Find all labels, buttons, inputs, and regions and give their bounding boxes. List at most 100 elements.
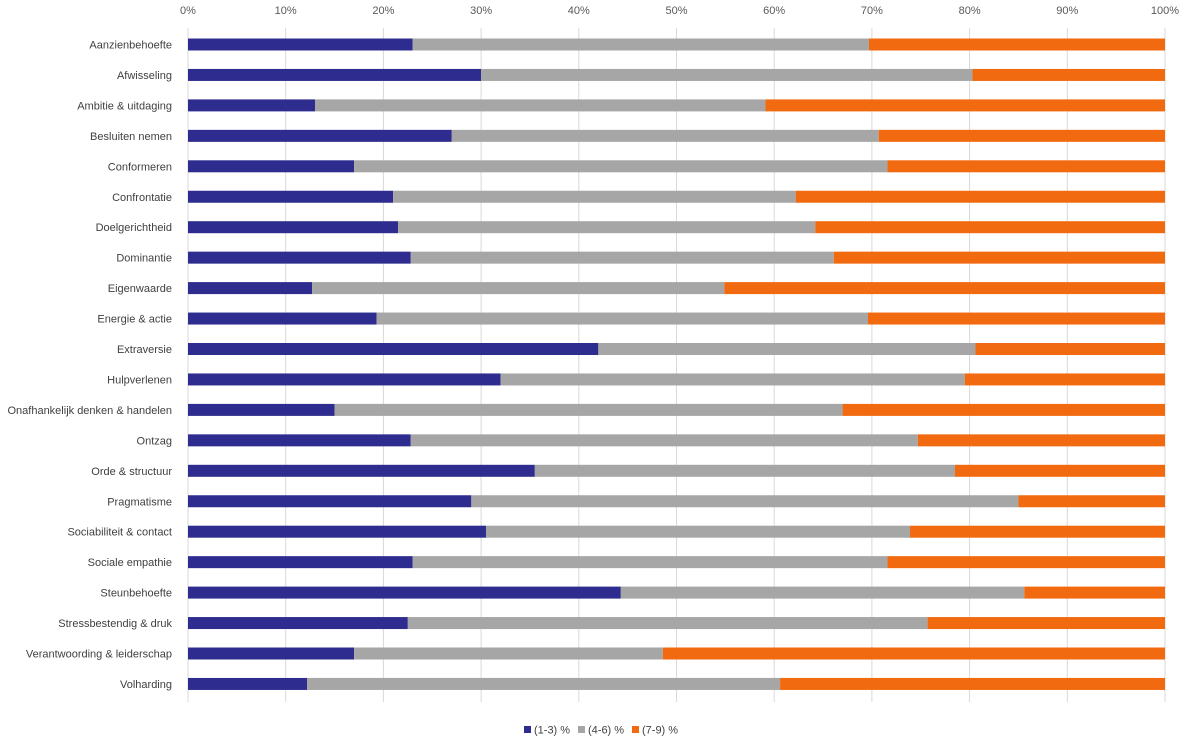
bar-segment-series-1 (188, 464, 535, 477)
category-label: Dominantie (116, 253, 172, 265)
legend-swatch (524, 726, 531, 733)
bar-segment-series-1 (188, 434, 411, 447)
bar-segment-series-2 (412, 556, 888, 569)
bar-segment-series-3 (662, 647, 1165, 660)
bar-segment-series-3 (765, 99, 1165, 112)
category-labels: Aanzienbehoefte Afwisseling Ambitie & uitd… (7, 40, 172, 691)
bar-segment-series-1 (188, 617, 408, 630)
legend-label: (4-6) % (588, 725, 624, 737)
x-tick-label: 20% (372, 5, 394, 17)
bar-segment-series-2 (376, 312, 868, 325)
category-label: Volharding (120, 679, 172, 691)
bar-segment-series-2 (398, 221, 816, 234)
legend-swatch (632, 726, 639, 733)
category-label: Sociabiliteit & contact (67, 527, 172, 539)
category-label: Eigenwaarde (108, 283, 172, 295)
x-tick-label: 70% (861, 5, 883, 17)
bar-segment-series-1 (188, 38, 413, 51)
category-label: Afwisseling (117, 70, 172, 82)
bar-segment-series-3 (927, 617, 1165, 630)
category-label: Besluiten nemen (90, 131, 172, 143)
bar-segment-series-2 (620, 586, 1025, 599)
x-tick-label: 100% (1151, 5, 1179, 17)
bar-segment-series-3 (887, 556, 1165, 569)
bar-segment-series-2 (471, 495, 1019, 508)
bar-segment-series-2 (534, 464, 955, 477)
bar-segment-series-3 (1018, 495, 1165, 508)
bar-segment-series-3 (868, 38, 1165, 51)
x-tick-label: 50% (665, 5, 687, 17)
category-label: Confrontatie (112, 192, 172, 204)
x-tick-label: 80% (959, 5, 981, 17)
bar-segment-series-2 (412, 38, 869, 51)
bar-segment-series-2 (315, 99, 766, 112)
bar-segment-series-3 (780, 677, 1165, 690)
bar-segment-series-1 (188, 312, 377, 325)
category-label: Steunbehoefte (100, 588, 172, 600)
gridlines (187, 28, 1166, 702)
bar-segment-series-2 (410, 434, 918, 447)
bar-segment-series-1 (188, 556, 413, 569)
bar-segment-series-3 (975, 343, 1165, 355)
category-label: Extraversie (117, 344, 172, 356)
bar-segment-series-3 (1024, 586, 1165, 599)
bar-segment-series-3 (842, 403, 1165, 416)
category-label: Aanzienbehoefte (89, 40, 172, 52)
category-label: Ontzag (137, 435, 172, 447)
bar-segment-series-1 (188, 586, 621, 599)
bar-segment-series-3 (795, 190, 1165, 203)
bar-segment-series-1 (188, 403, 335, 416)
category-label: Verantwoording & leiderschap (26, 649, 172, 661)
bar-segment-series-1 (188, 647, 355, 660)
bar-segment-series-2 (354, 160, 888, 173)
bar-segment-series-2 (393, 190, 796, 203)
category-label: Conformeren (108, 161, 172, 173)
bar-segment-series-3 (887, 160, 1165, 173)
bar-segment-series-2 (598, 343, 976, 355)
x-tick-label: 40% (568, 5, 590, 17)
category-label: Orde & structuur (91, 466, 172, 478)
bar-segment-series-3 (724, 282, 1165, 295)
bar-segment-series-1 (188, 251, 411, 264)
bar-segment-series-1 (188, 99, 316, 112)
bar-segment-series-2 (334, 403, 843, 416)
bar-segment-series-2 (481, 68, 973, 81)
x-tick-label: 90% (1056, 5, 1078, 17)
bar-segment-series-3 (867, 312, 1165, 325)
bar-segment-series-1 (188, 677, 308, 690)
bar-segment-series-1 (188, 282, 313, 295)
bar-segment-series-2 (500, 373, 965, 386)
bar-segment-series-3 (964, 373, 1165, 386)
category-label: Pragmatisme (107, 496, 172, 508)
bar-segment-series-2 (451, 129, 879, 142)
category-label: Stressbestendig & druk (58, 618, 172, 630)
bar-segment-series-3 (954, 464, 1165, 477)
bar-segment-series-3 (917, 434, 1165, 447)
legend-label: (1-3) % (534, 725, 570, 737)
bar-segment-series-2 (312, 282, 725, 295)
bar-segment-series-1 (188, 68, 482, 81)
bar-segment-series-1 (188, 221, 399, 234)
category-label: Ambitie & uitdaging (77, 100, 172, 112)
bar-segment-series-2 (307, 677, 781, 690)
bar-segment-series-3 (910, 525, 1165, 538)
bar-segment-series-2 (354, 647, 663, 660)
bar-segment-series-1 (188, 190, 394, 203)
legend: (1-3) % (4-6) % (7-9) % (524, 725, 678, 737)
category-label: Energie & actie (97, 314, 172, 326)
legend-label: (7-9) % (642, 725, 678, 737)
x-tick-label: 0% (180, 5, 196, 17)
bar-segment-series-1 (188, 373, 501, 386)
x-tick-label: 30% (470, 5, 492, 17)
bars (188, 38, 1165, 690)
legend-swatch (578, 726, 585, 733)
bar-segment-series-1 (188, 525, 486, 538)
category-label: Doelgerichtheid (96, 222, 172, 234)
x-axis-tick-labels: 0% 10% 20% 30% 40% 50% 60% 70% 80% 90% 100% (180, 5, 1179, 17)
x-tick-label: 60% (763, 5, 785, 17)
bar-segment-series-1 (188, 160, 355, 173)
bar-segment-series-1 (188, 495, 472, 508)
bar-segment-series-3 (972, 68, 1165, 81)
bar-segment-series-1 (188, 129, 452, 142)
